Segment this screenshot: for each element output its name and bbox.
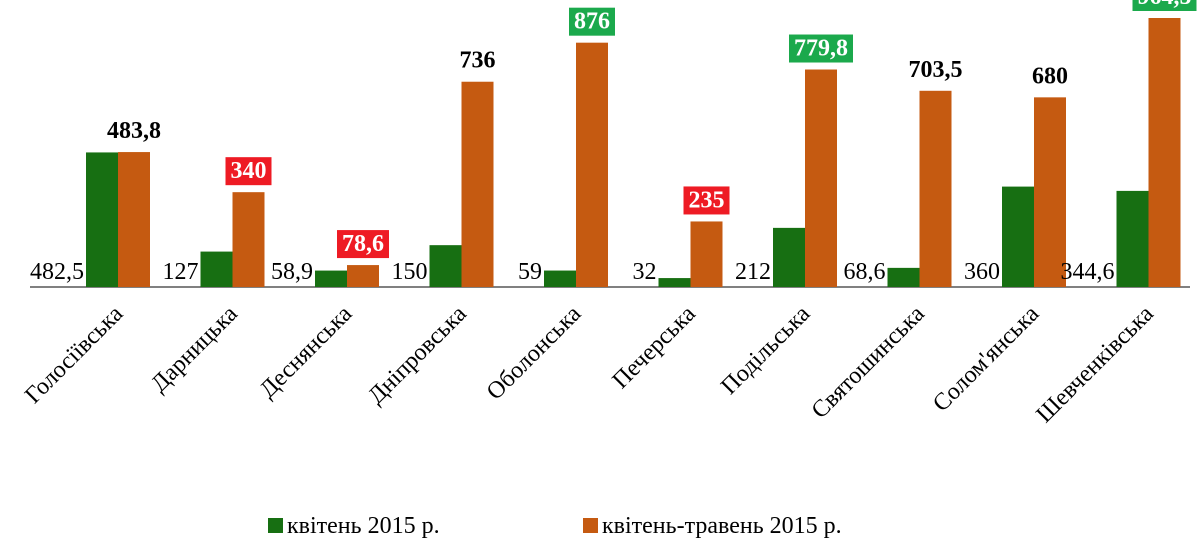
bar [690, 221, 723, 287]
x-tick-label: Голосіївська [20, 301, 128, 409]
legend-swatch [583, 518, 598, 533]
x-tick-label: Оболонська [482, 301, 587, 406]
x-tick-label: Подільська [716, 301, 815, 400]
x-tick-label: Дніпровська [363, 301, 472, 410]
value-label: 703,5 [909, 57, 963, 83]
value-label: 58,9 [271, 259, 313, 285]
value-label: 32 [633, 259, 657, 285]
value-label-box [789, 34, 853, 63]
bar [1002, 186, 1034, 287]
value-label-box [337, 230, 389, 259]
x-tick-label: Печерська [608, 301, 701, 394]
value-label: 150 [392, 259, 428, 285]
x-tick-label: Святошинська [807, 301, 930, 424]
bar [1034, 97, 1066, 288]
x-tick-label: Шевченківська [1032, 301, 1159, 428]
value-label: 483,8 [107, 118, 161, 144]
value-label: 340 [231, 158, 267, 184]
bar [658, 278, 691, 287]
legend-label: квітень 2015 р. [287, 513, 440, 539]
bar [429, 245, 462, 287]
value-label-box [683, 186, 730, 215]
value-label: 482,5 [30, 259, 84, 285]
value-label: 779,8 [794, 36, 848, 62]
x-tick-label: Дарницька [146, 301, 243, 398]
value-label: 235 [689, 187, 725, 213]
x-tick-label: Солом'янська [928, 301, 1044, 417]
value-label: 212 [735, 259, 771, 285]
bar [315, 270, 347, 287]
value-label: 360 [964, 259, 1000, 285]
value-label: 964,5 [1138, 0, 1192, 10]
value-label: 680 [1032, 63, 1068, 89]
bar [232, 192, 265, 287]
value-label-box [1132, 0, 1197, 11]
value-label: 59 [518, 259, 542, 285]
bar [1116, 190, 1149, 287]
bar [919, 90, 952, 288]
value-label: 344,6 [1061, 259, 1115, 285]
value-label: 68,6 [844, 259, 886, 285]
bar [805, 69, 837, 288]
bar [118, 152, 150, 287]
bar [544, 270, 576, 287]
value-label-box [225, 157, 272, 186]
bar [576, 42, 608, 287]
bar [461, 81, 494, 287]
legend-label: квітень-травень 2015 р. [602, 513, 842, 539]
bar [86, 152, 118, 287]
bar [887, 267, 920, 287]
bar [773, 227, 805, 287]
legend-swatch [268, 518, 283, 533]
value-label: 78,6 [342, 231, 384, 257]
value-label: 876 [574, 9, 610, 35]
bar [347, 265, 379, 287]
value-label-box [569, 7, 615, 36]
bar [200, 251, 233, 287]
value-label: 127 [163, 259, 199, 285]
x-tick-label: Деснянська [255, 301, 358, 404]
value-label: 736 [460, 48, 496, 74]
bar [1148, 18, 1181, 287]
